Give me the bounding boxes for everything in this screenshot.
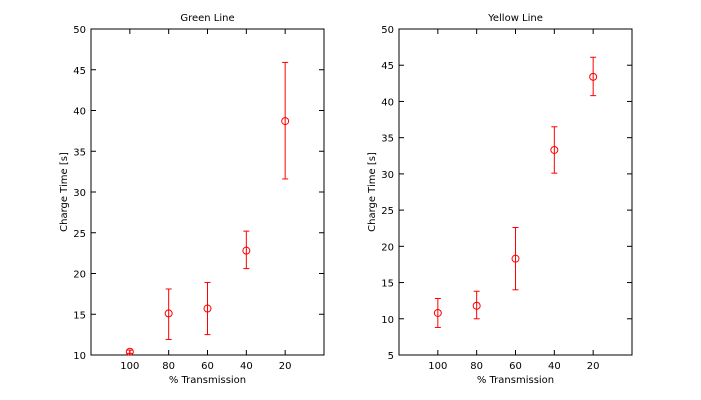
data-point bbox=[511, 254, 520, 263]
y-tick-label: 10 bbox=[381, 315, 394, 326]
y-tick-label: 50 bbox=[381, 25, 394, 36]
y-tick-label: 25 bbox=[73, 229, 86, 240]
y-tick-label: 15 bbox=[381, 279, 394, 290]
y-axis-label: Charge Time [s] bbox=[59, 152, 70, 232]
x-tick-label: 20 bbox=[587, 361, 600, 372]
x-axis-label: % Transmission bbox=[477, 375, 554, 386]
data-point bbox=[472, 301, 481, 310]
y-tick-label: 5 bbox=[388, 351, 394, 362]
y-tick-label: 30 bbox=[381, 170, 394, 181]
x-tick-label: 60 bbox=[201, 361, 214, 372]
x-tick-label: 80 bbox=[470, 361, 483, 372]
x-tick-label: 100 bbox=[120, 361, 139, 372]
y-tick-label: 45 bbox=[73, 66, 86, 77]
x-tick-label: 100 bbox=[428, 361, 447, 372]
data-point bbox=[281, 117, 290, 126]
x-tick-label: 80 bbox=[162, 361, 175, 372]
y-tick-label: 50 bbox=[73, 25, 86, 36]
data-point bbox=[589, 72, 598, 81]
y-axis-label: Charge Time [s] bbox=[367, 152, 378, 232]
y-tick-label: 20 bbox=[381, 242, 394, 253]
y-tick-label: 10 bbox=[73, 351, 86, 362]
data-point bbox=[125, 347, 134, 356]
chart-title: Yellow Line bbox=[487, 13, 543, 24]
data-point bbox=[242, 246, 251, 255]
x-tick-label: 20 bbox=[279, 361, 292, 372]
chart-title: Green Line bbox=[180, 13, 234, 24]
y-tick-label: 35 bbox=[73, 147, 86, 158]
y-tick-label: 40 bbox=[381, 97, 394, 108]
plot-area-2 bbox=[398, 28, 633, 356]
data-point bbox=[203, 304, 212, 313]
y-tick-label: 40 bbox=[73, 107, 86, 118]
x-tick-label: 60 bbox=[509, 361, 522, 372]
x-tick-label: 40 bbox=[548, 361, 561, 372]
x-tick-label: 40 bbox=[240, 361, 253, 372]
y-tick-label: 45 bbox=[381, 61, 394, 72]
y-tick-label: 35 bbox=[381, 134, 394, 145]
data-point bbox=[550, 145, 559, 154]
y-tick-label: 30 bbox=[73, 188, 86, 199]
data-point bbox=[164, 309, 173, 318]
x-axis-label: % Transmission bbox=[169, 375, 246, 386]
data-point bbox=[433, 308, 442, 317]
y-tick-label: 20 bbox=[73, 270, 86, 281]
y-tick-label: 15 bbox=[73, 310, 86, 321]
y-tick-label: 25 bbox=[381, 206, 394, 217]
